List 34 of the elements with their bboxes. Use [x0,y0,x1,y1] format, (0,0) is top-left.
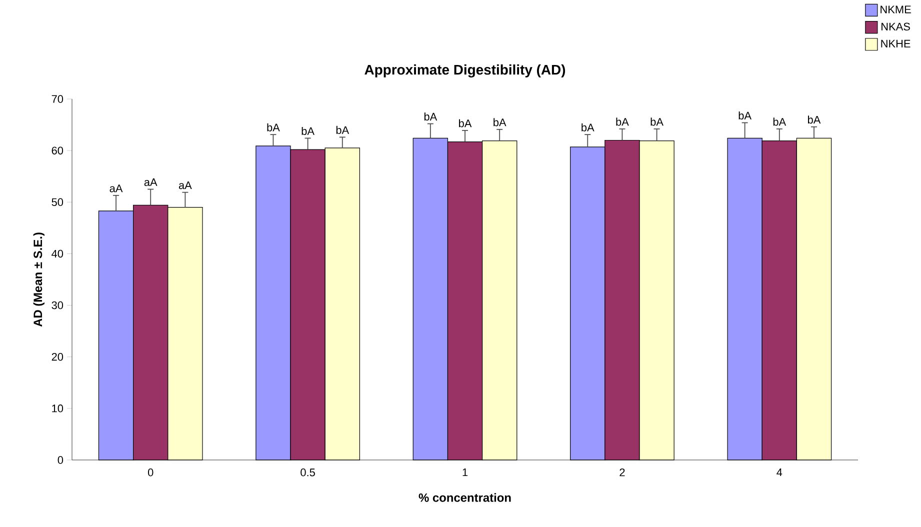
chart-title: Approximate Digestibility (AD) [364,64,566,78]
data-label: bA [738,111,752,120]
x-tick-label: 2 [620,468,625,476]
data-label: bA [459,119,472,128]
y-axis-title: AD (Mean ± S.E.) [33,232,44,327]
data-label: bA [773,118,786,126]
data-label: bA [582,123,594,132]
data-label: aA [144,178,158,186]
x-tick-label: 1 [462,468,468,476]
y-tick-label: 20 [52,352,64,361]
legend-label: NKME [880,6,911,14]
x-tick-label: 0.5 [300,468,315,476]
data-label: bA [336,126,350,134]
y-tick-label: 50 [52,198,64,206]
x-tick-label: 0 [148,468,154,476]
data-label: bA [616,118,629,126]
x-tick-label: 4 [776,468,782,476]
data-label: aA [178,181,192,190]
data-label: bA [267,123,280,132]
legend-label: NKAS [882,22,910,30]
data-label: bA [302,126,314,135]
legend-label: NKHE [881,40,910,48]
y-tick-label: 40 [52,250,64,258]
data-label: bA [808,116,821,124]
y-tick-label: 70 [52,95,64,103]
x-axis-title: % concentration [418,493,511,502]
data-label: aA [110,184,123,192]
y-tick-label: 10 [52,404,64,412]
y-tick-label: 30 [52,301,64,310]
data-label: bA [494,118,506,126]
data-label: bA [424,112,438,121]
y-tick-label: 60 [52,146,64,154]
y-tick-label: 0 [58,456,64,464]
data-label: bA [650,118,664,126]
